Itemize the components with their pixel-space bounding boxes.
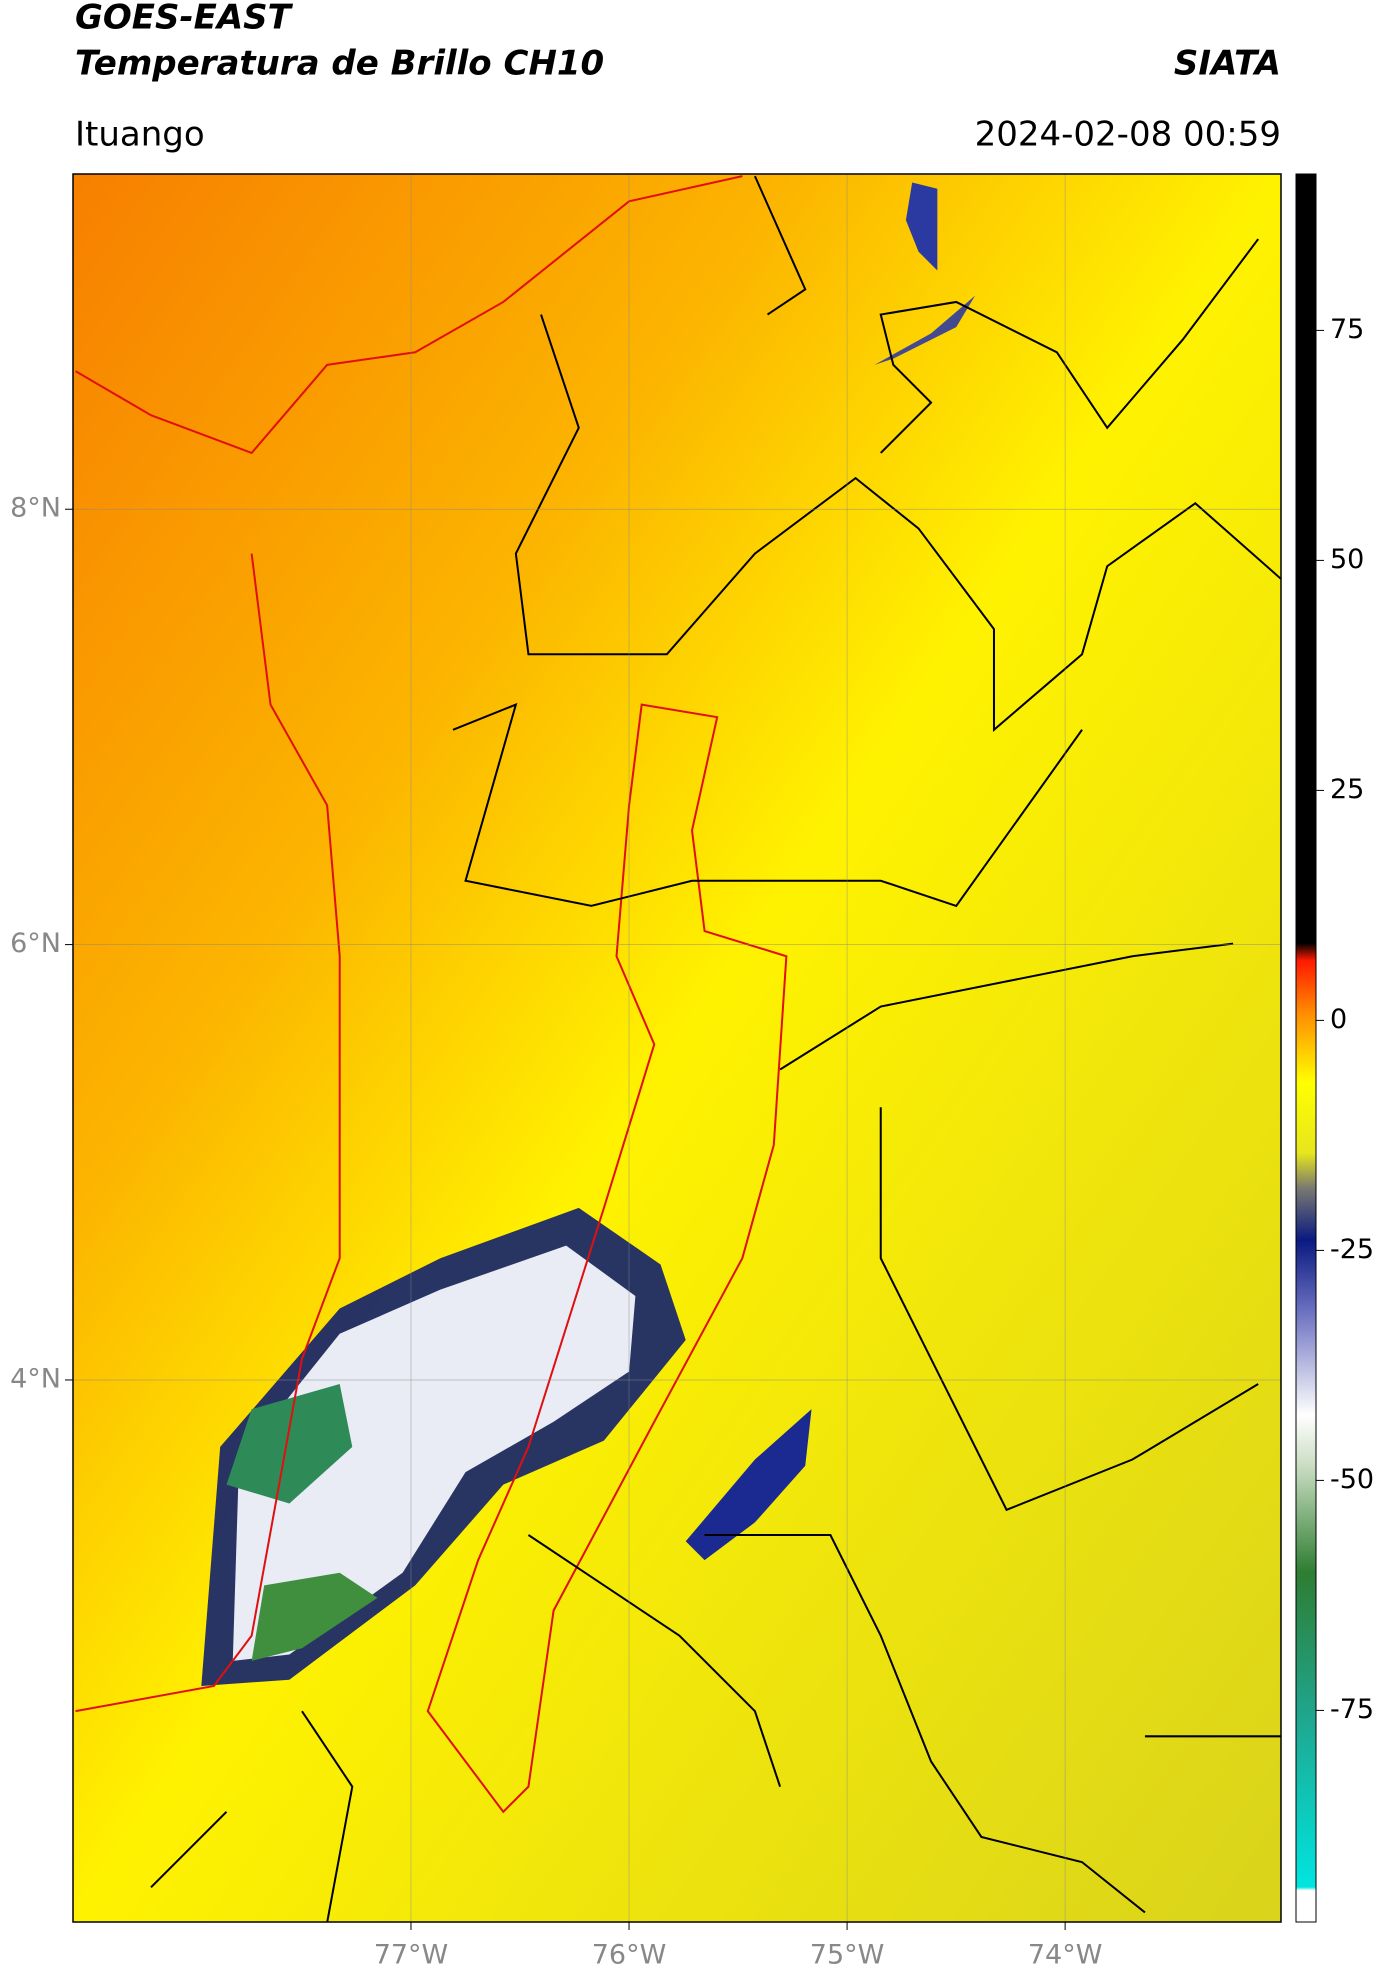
x-tick-label: 76°W [592, 1940, 667, 1971]
colorbar [1295, 173, 1317, 1923]
clouds [201, 182, 976, 1686]
colorbar-label: -50 [1330, 1464, 1374, 1495]
colorbar-label: -25 [1330, 1234, 1374, 1265]
colorbar-label: -75 [1330, 1694, 1374, 1725]
x-tick-label: 74°W [1028, 1940, 1103, 1971]
x-tick-label: 77°W [374, 1940, 449, 1971]
x-tick-label: 75°W [810, 1940, 885, 1971]
colorbar-label: 75 [1330, 314, 1364, 345]
datetime: 2024-02-08 00:59 [975, 115, 1281, 155]
colorbar-label: 0 [1330, 1004, 1347, 1035]
map-frame [72, 173, 1282, 1923]
y-tick-label: 4°N [10, 1363, 61, 1394]
org: SIATA [1174, 44, 1281, 84]
colorbar-label: 50 [1330, 544, 1364, 575]
graticule [73, 174, 1281, 1922]
location: Ituango [75, 115, 205, 155]
subtitle: Temperatura de Brillo CH10 [75, 44, 604, 84]
y-tick-label: 6°N [10, 928, 61, 959]
map-image [73, 174, 1281, 1922]
colorbar-label: 25 [1330, 774, 1364, 805]
y-tick-label: 8°N [10, 493, 61, 524]
borders [74, 175, 1281, 1922]
title: GOES-EAST [75, 0, 294, 38]
